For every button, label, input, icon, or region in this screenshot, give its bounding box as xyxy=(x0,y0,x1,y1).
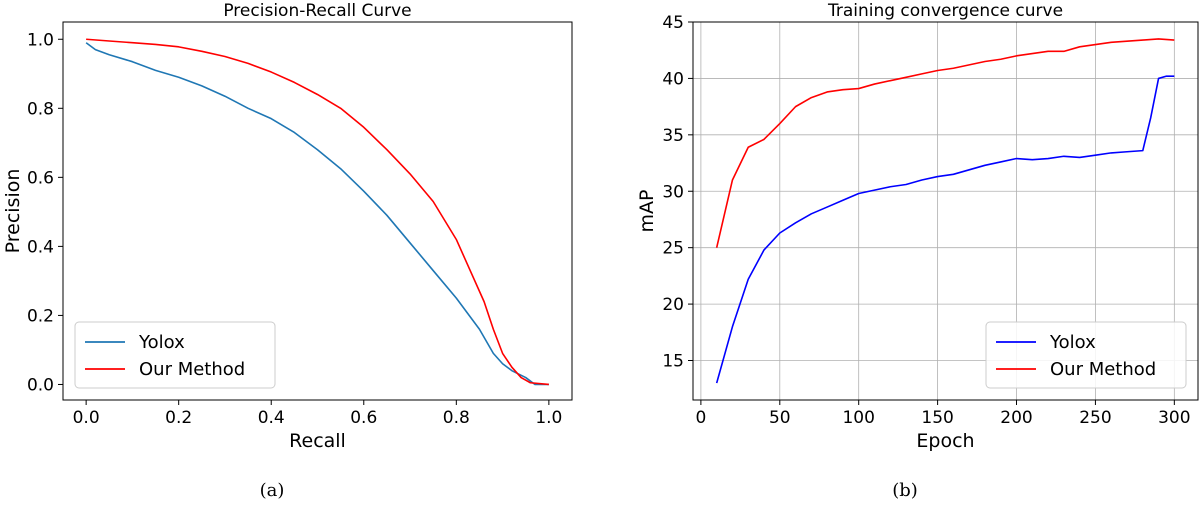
series-line xyxy=(86,38,549,386)
chart-title: Precision-Recall Curve xyxy=(223,1,411,21)
y-tick-label: 40 xyxy=(662,69,684,89)
y-tick-label: 45 xyxy=(662,13,684,33)
x-tick-label: 200 xyxy=(1000,408,1032,428)
x-tick-label: 250 xyxy=(1079,408,1111,428)
y-tick-label: 20 xyxy=(662,295,684,315)
series-line xyxy=(85,42,549,386)
y-tick-label: 35 xyxy=(662,126,684,146)
x-tick-label: 100 xyxy=(842,408,874,428)
y-tick-label: 1.0 xyxy=(27,30,54,50)
legend-label: Our Method xyxy=(1050,359,1156,380)
plot-frame xyxy=(692,21,1199,401)
caption-b: (b) xyxy=(892,480,918,501)
caption-a: (a) xyxy=(259,480,285,501)
x-axis-label: Recall xyxy=(289,430,346,452)
x-axis-label: Epoch xyxy=(916,430,974,452)
y-axis-label: mAP xyxy=(636,190,658,233)
y-tick-label: 0.4 xyxy=(27,237,54,257)
y-tick-label: 0.6 xyxy=(27,168,54,188)
legend-box xyxy=(74,321,276,389)
plot-frame xyxy=(62,21,573,401)
x-tick-label: 0.0 xyxy=(73,408,100,428)
legend-label: Yolox xyxy=(138,332,185,353)
y-tick-label: 0.0 xyxy=(27,375,54,395)
chart-title: Training convergence curve xyxy=(827,1,1063,21)
x-tick-label: 150 xyxy=(921,408,953,428)
series-line xyxy=(715,75,1175,384)
x-tick-label: 0.4 xyxy=(258,408,285,428)
y-tick-label: 30 xyxy=(662,182,684,202)
y-tick-label: 25 xyxy=(662,239,684,259)
x-tick-label: 1.0 xyxy=(535,408,562,428)
x-tick-label: 0.2 xyxy=(165,408,192,428)
x-tick-label: 50 xyxy=(769,408,791,428)
series-line xyxy=(715,38,1175,248)
x-tick-label: 300 xyxy=(1158,408,1190,428)
legend-label: Our Method xyxy=(139,359,245,380)
y-tick-label: 15 xyxy=(662,352,684,372)
x-tick-label: 0 xyxy=(695,408,706,428)
y-tick-label: 0.2 xyxy=(27,306,54,326)
x-tick-label: 0.6 xyxy=(350,408,377,428)
y-axis-label: Precision xyxy=(2,169,24,254)
chart-precision-recall: 0.0 0.2 0.4 0.6 0.8 1.0 0.0 0.2 0.4 0.6 0.8 1.0 Prec… xyxy=(2,1,573,452)
y-tick-label: 0.8 xyxy=(27,99,54,119)
legend: Yolox Our Method xyxy=(74,321,276,389)
x-tick-label: 0.8 xyxy=(443,408,470,428)
chart-training-convergence: 0 50 100 150 200 250 300 15 20 25 30 35 40 45 Training… xyxy=(636,1,1199,452)
legend-box xyxy=(985,321,1187,389)
legend: Yolox Our Method xyxy=(985,321,1187,389)
legend-label: Yolox xyxy=(1049,332,1096,353)
